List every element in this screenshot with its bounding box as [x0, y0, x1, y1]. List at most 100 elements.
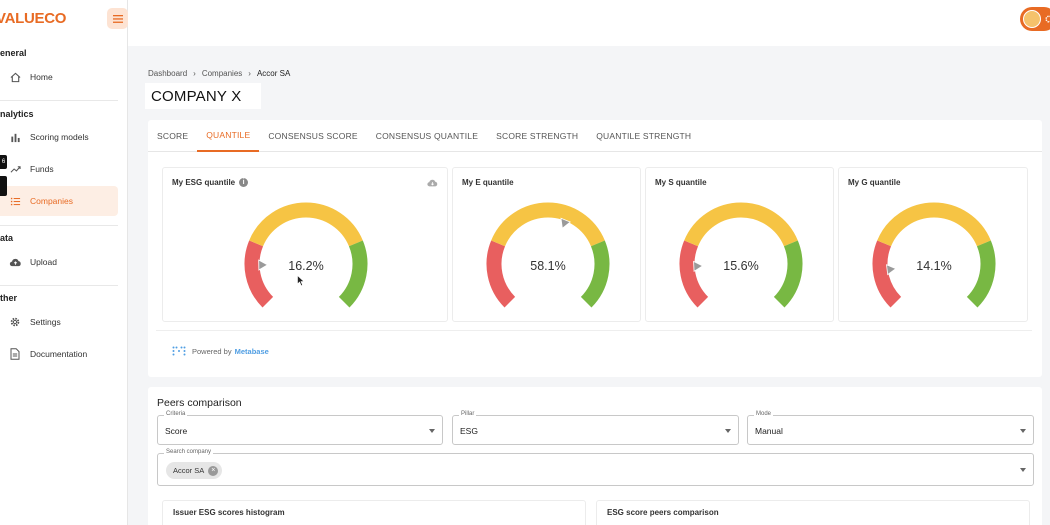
menu-toggle-button[interactable] [107, 8, 128, 29]
gauge-pointer [693, 260, 704, 273]
histogram-card: Issuer ESG scores histogram [162, 500, 586, 525]
sidebar-item-label: Funds [30, 164, 54, 174]
criteria-select[interactable]: Criteria Score [157, 411, 443, 445]
breadcrumb-dashboard[interactable]: Dashboard [148, 69, 188, 78]
gauge-segment-high [338, 240, 368, 308]
criteria-label: Criteria [164, 411, 188, 417]
powered-by-metabase[interactable]: Powered by Metabase [172, 346, 269, 356]
info-icon[interactable]: i [239, 178, 249, 187]
sidebar: VALUECO eneral Home nalytics Scoring mod… [0, 0, 128, 525]
powered-by-text: Powered by [192, 346, 232, 356]
peers-title: Peers comparison [157, 397, 242, 409]
gauge-card-s: My S quantile 15.6% [645, 167, 834, 322]
gauge-card-e: My E quantile 58.1% [452, 167, 641, 322]
hamburger-icon [112, 14, 123, 23]
mode-label: Mode [754, 411, 774, 417]
gauge-pointer [886, 264, 897, 276]
sidebar-item-label: Companies [30, 196, 73, 206]
search-company-label: Search company [164, 449, 214, 455]
sidebar-item-label: Scoring models [30, 132, 89, 142]
sidebar-item-label: Home [30, 72, 53, 82]
gauge-segment-mid [249, 202, 363, 247]
sidebar-section-other: ther [0, 293, 18, 303]
gauge-value: 14.1% [916, 259, 952, 273]
chevron-down-icon [725, 429, 731, 433]
trend-icon [8, 162, 22, 176]
cloud-download-icon[interactable] [426, 178, 439, 188]
metabase-logo-icon [172, 346, 186, 356]
chevron-down-icon [1020, 429, 1026, 433]
sidebar-section-analytics: nalytics [0, 109, 34, 119]
quantile-dashboard-card: SCORE QUANTILE CONSENSUS SCORE CONSENSUS… [148, 120, 1042, 377]
gauge-pointer [560, 217, 571, 230]
chevron-right-icon: › [193, 69, 196, 78]
mode-value: Manual [755, 426, 783, 436]
mode-select[interactable]: Mode Manual [747, 411, 1034, 445]
gear-icon [8, 315, 22, 329]
sidebar-section-general: eneral [0, 48, 27, 58]
app-logo[interactable]: VALUECO [0, 10, 67, 27]
sidebar-item-documentation[interactable]: Documentation [0, 339, 118, 369]
document-icon [8, 347, 22, 361]
gauge-chart [872, 202, 996, 308]
sidebar-item-upload[interactable]: Upload [0, 247, 118, 277]
gauge-title: My ESG quantile i [172, 178, 249, 187]
gauge-segment-low [679, 240, 709, 308]
gauge-segment-high [773, 240, 803, 308]
tab-consensus-score[interactable]: CONSENSUS SCORE [268, 131, 358, 141]
company-chip[interactable]: Accor SA × [166, 462, 223, 479]
cloud-upload-icon [8, 255, 22, 269]
metabase-link[interactable]: Metabase [234, 346, 269, 356]
sidebar-item-home[interactable]: Home [0, 62, 118, 92]
home-icon [8, 70, 22, 84]
tab-quantile[interactable]: QUANTILE [197, 120, 260, 152]
sidebar-item-companies[interactable]: Companies [0, 186, 118, 216]
tab-bar: SCORE QUANTILE CONSENSUS SCORE CONSENSUS… [148, 120, 1042, 152]
companies-badge [0, 176, 7, 196]
gauge-segment-mid [491, 202, 605, 247]
pillar-select[interactable]: Pillar ESG [452, 411, 739, 445]
chevron-down-icon [429, 429, 435, 433]
chevron-down-icon [1020, 468, 1026, 472]
gear-icon [1045, 15, 1050, 23]
gauge-card-esg: My ESG quantile i 16.2% [162, 167, 448, 322]
breadcrumb-companies[interactable]: Companies [201, 69, 243, 78]
gauge-value: 16.2% [288, 259, 324, 273]
peers-chart-card: ESG score peers comparison [596, 500, 1030, 525]
sidebar-item-funds[interactable]: Funds [0, 154, 118, 184]
gauge-chart [486, 202, 610, 308]
search-company-input[interactable]: Search company Accor SA × [157, 449, 1034, 486]
pillar-label: Pillar [459, 411, 477, 417]
gauge-value: 15.6% [723, 259, 759, 273]
mouse-cursor-icon [297, 275, 305, 287]
top-bar [107, 0, 1050, 46]
gauge-segment-mid [684, 202, 798, 247]
histogram-title: Issuer ESG scores histogram [173, 508, 285, 517]
company-chip-label: Accor SA [173, 466, 205, 475]
tab-quantile-strength[interactable]: QUANTILE STRENGTH [596, 131, 692, 141]
sidebar-item-scoring-models[interactable]: Scoring models [0, 122, 118, 152]
gauge-title: My G quantile [848, 178, 901, 187]
tab-score[interactable]: SCORE [157, 131, 189, 141]
tab-consensus-quantile[interactable]: CONSENSUS QUANTILE [375, 131, 479, 141]
gauge-segment-low [872, 240, 902, 308]
gauge-segment-low [486, 240, 516, 308]
sidebar-item-label: Settings [30, 317, 61, 327]
peers-chart-title: ESG score peers comparison [607, 508, 719, 517]
pillar-value: ESG [460, 426, 478, 436]
chevron-right-icon: › [248, 69, 251, 78]
gauge-segment-mid [877, 202, 991, 247]
user-menu-button[interactable] [1020, 7, 1050, 31]
gauge-chart [244, 202, 368, 308]
tab-score-strength[interactable]: SCORE STRENGTH [496, 131, 579, 141]
sidebar-item-settings[interactable]: Settings [0, 307, 118, 337]
criteria-value: Score [165, 426, 188, 436]
gauge-value: 58.1% [530, 259, 566, 273]
sidebar-section-data: ata [0, 233, 14, 243]
gauge-segment-low [244, 240, 274, 308]
gauge-card-g: My G quantile 14.1% [838, 167, 1028, 322]
gauge-segment-high [966, 240, 996, 308]
page-title: COMPANY X [145, 83, 261, 109]
close-icon[interactable]: × [208, 465, 219, 476]
gauge-chart [679, 202, 803, 308]
